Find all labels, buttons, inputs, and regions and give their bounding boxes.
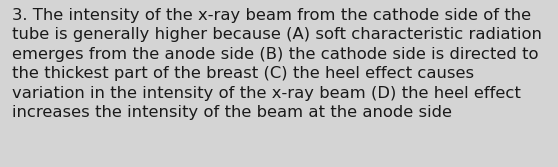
Text: 3. The intensity of the x-ray beam from the cathode side of the
tube is generall: 3. The intensity of the x-ray beam from … xyxy=(12,8,542,120)
